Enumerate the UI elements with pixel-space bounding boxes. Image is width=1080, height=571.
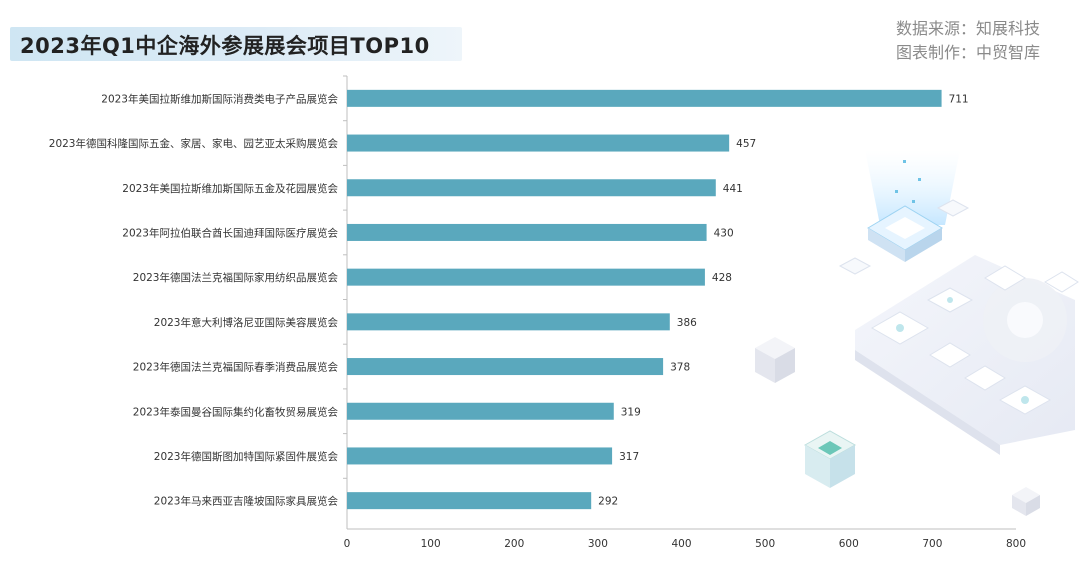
x-tick-label: 200 — [504, 538, 524, 550]
chart-title: 2023年Q1中企海外参展展会项目TOP10 — [20, 34, 430, 58]
value-label: 428 — [712, 272, 732, 284]
chart-maker-text: 图表制作：中贸智库 — [895, 43, 1040, 62]
category-label: 2023年德国法兰克福国际春季消费品展览会 — [133, 361, 339, 374]
data-source-text: 数据来源：知展科技 — [895, 19, 1040, 38]
category-label: 2023年阿拉伯联合酋长国迪拜国际医疗展览会 — [122, 226, 338, 239]
title-background — [10, 27, 462, 61]
category-label: 2023年德国科隆国际五金、家居、家电、园艺亚太采购展览会 — [49, 137, 339, 150]
bar — [347, 268, 705, 286]
value-label: 441 — [723, 183, 743, 195]
bar — [347, 313, 670, 331]
value-label: 317 — [619, 451, 639, 463]
bar — [347, 179, 716, 197]
x-tick-label: 800 — [1006, 538, 1026, 550]
value-label: 319 — [621, 406, 641, 418]
bar — [347, 89, 942, 107]
x-tick-label: 600 — [839, 538, 859, 550]
x-tick-label: 500 — [755, 538, 775, 550]
bar — [347, 447, 613, 465]
value-label: 457 — [736, 138, 756, 150]
value-label: 386 — [677, 317, 697, 329]
value-label: 430 — [714, 227, 734, 239]
category-label: 2023年美国拉斯维加斯国际消费类电子产品展览会 — [101, 92, 338, 105]
value-label: 711 — [949, 93, 969, 105]
x-tick-label: 300 — [588, 538, 608, 550]
source-credit: 数据来源：知展科技 图表制作：中贸智库 — [896, 17, 1040, 65]
x-tick-label: 0 — [344, 538, 351, 550]
bar — [347, 492, 592, 510]
bar — [347, 402, 614, 420]
x-tick-label: 100 — [421, 538, 441, 550]
category-label: 2023年意大利博洛尼亚国际美容展览会 — [154, 316, 339, 329]
category-label: 2023年德国斯图加特国际紧固件展览会 — [154, 450, 339, 463]
bar — [347, 223, 707, 241]
value-label: 378 — [670, 362, 690, 374]
x-tick-label: 400 — [671, 538, 691, 550]
x-tick-label: 700 — [922, 538, 942, 550]
category-label: 2023年马来西亚吉隆坡国际家具展览会 — [154, 495, 339, 508]
value-label: 292 — [598, 496, 618, 508]
bar — [347, 358, 664, 376]
category-label: 2023年德国法兰克福国际家用纺织品展览会 — [133, 271, 339, 284]
bar — [347, 134, 730, 152]
category-label: 2023年泰国曼谷国际集约化畜牧贸易展览会 — [133, 405, 339, 418]
category-label: 2023年美国拉斯维加斯国际五金及花园展览会 — [122, 182, 338, 195]
